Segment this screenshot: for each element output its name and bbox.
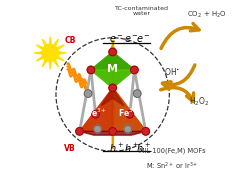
Circle shape: [76, 128, 83, 135]
Circle shape: [133, 90, 141, 97]
Circle shape: [109, 84, 117, 92]
Polygon shape: [91, 52, 134, 88]
Text: $e^-$: $e^-$: [133, 34, 151, 45]
Polygon shape: [42, 59, 47, 67]
Circle shape: [124, 125, 131, 133]
Polygon shape: [91, 52, 134, 70]
Polygon shape: [34, 52, 42, 54]
Text: H$_2$O$_2$: H$_2$O$_2$: [189, 96, 210, 108]
Circle shape: [92, 111, 99, 118]
Text: Fe$^{3+}$: Fe$^{3+}$: [118, 106, 139, 119]
Text: TC-contaminated
water: TC-contaminated water: [115, 6, 169, 16]
Polygon shape: [42, 39, 47, 46]
Polygon shape: [49, 61, 51, 69]
Circle shape: [142, 128, 150, 135]
Text: $e^-$: $e^-$: [109, 34, 124, 45]
Circle shape: [109, 48, 117, 56]
Text: Fe$^{3+}$: Fe$^{3+}$: [86, 106, 107, 119]
Polygon shape: [36, 56, 44, 61]
Polygon shape: [101, 88, 124, 106]
Circle shape: [109, 128, 117, 135]
Polygon shape: [80, 88, 113, 131]
Polygon shape: [91, 70, 134, 88]
Polygon shape: [57, 56, 64, 61]
Text: $h^+$: $h^+$: [109, 141, 124, 155]
Polygon shape: [49, 37, 51, 45]
Polygon shape: [58, 52, 66, 54]
Circle shape: [131, 66, 138, 74]
Polygon shape: [113, 88, 146, 131]
Polygon shape: [80, 131, 146, 135]
Text: VB: VB: [64, 144, 76, 153]
Polygon shape: [53, 39, 58, 46]
Polygon shape: [36, 45, 44, 50]
Text: CO$_2$ + H$_2$O: CO$_2$ + H$_2$O: [187, 10, 227, 20]
Circle shape: [87, 66, 95, 74]
Polygon shape: [53, 59, 58, 67]
Circle shape: [126, 111, 133, 118]
Text: MIL-100(Fe,M) MOFs: MIL-100(Fe,M) MOFs: [139, 148, 206, 154]
Text: CB: CB: [64, 36, 76, 45]
Text: $h^+$: $h^+$: [121, 141, 139, 155]
Text: M: Sn$^{2+}$ or Ir$^{3+}$: M: Sn$^{2+}$ or Ir$^{3+}$: [146, 161, 198, 172]
Text: OH$^{\bullet}$: OH$^{\bullet}$: [164, 66, 180, 77]
Polygon shape: [57, 45, 64, 50]
Text: M: M: [107, 64, 118, 74]
Circle shape: [94, 125, 101, 133]
Circle shape: [84, 90, 92, 97]
Text: $e^-$: $e^-$: [121, 34, 139, 45]
Text: $h^+$: $h^+$: [133, 141, 152, 155]
Circle shape: [42, 45, 59, 61]
